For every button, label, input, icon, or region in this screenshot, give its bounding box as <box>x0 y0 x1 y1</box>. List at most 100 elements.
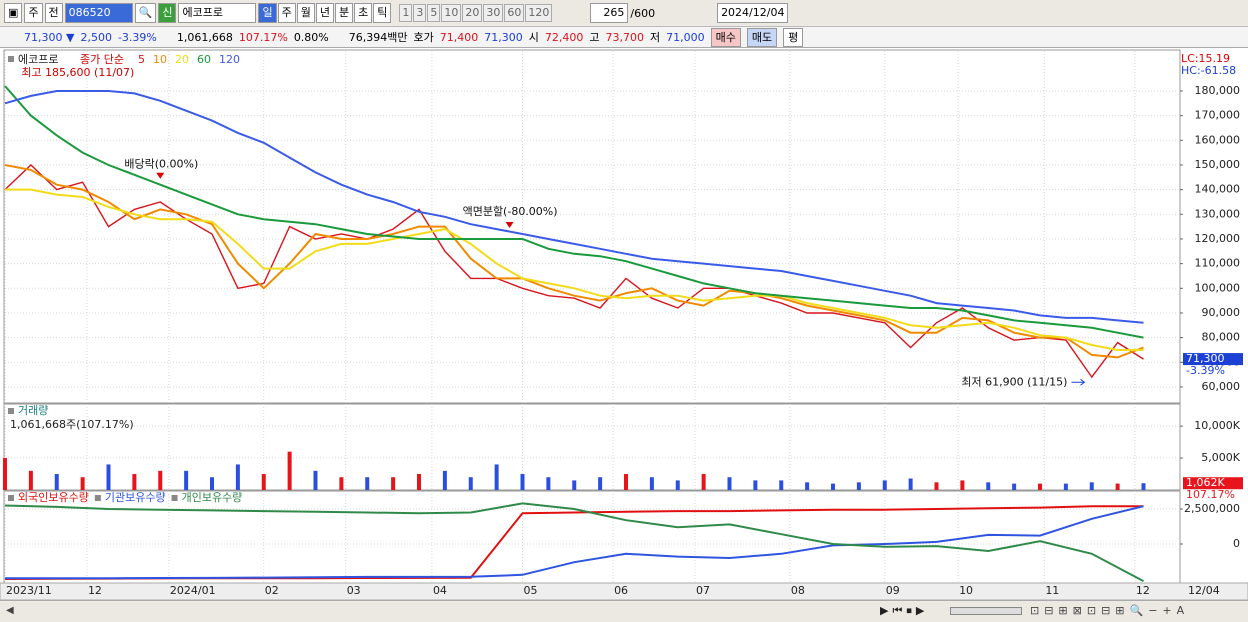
period-button[interactable]: 월 <box>296 3 315 23</box>
volume-bar <box>158 470 163 490</box>
interval-button[interactable]: 30 <box>483 4 504 22</box>
price: 71,300 ▼ <box>24 30 75 44</box>
interval-button[interactable]: 5 <box>427 4 441 22</box>
legend-icon <box>8 408 14 414</box>
y-tick-label: 5,000K <box>1201 451 1240 464</box>
volume-bar <box>649 477 654 490</box>
y-tick-label: 140,000 <box>1195 183 1241 196</box>
volume-bar <box>727 477 732 490</box>
period-button[interactable]: 년 <box>315 3 334 23</box>
event-arrow <box>505 222 514 229</box>
hc-label: HC:-61.58 <box>1181 64 1236 77</box>
volume-bar <box>701 474 706 490</box>
x-tick-label: 06 <box>614 584 628 597</box>
interval-button[interactable]: 1 <box>399 4 413 22</box>
volume-bar <box>28 470 33 490</box>
y-tick-label: 10,000K <box>1194 419 1240 432</box>
legend-title: 종가 단순 <box>80 53 124 66</box>
date[interactable]: 2024/12/04 <box>717 3 789 23</box>
search-icon[interactable]: 🔍 <box>134 3 157 23</box>
ask: 71,400 <box>439 30 479 44</box>
low-label: 저 <box>650 31 661 44</box>
menu-icon[interactable]: ▣ <box>4 3 23 23</box>
interval-button[interactable]: 60 <box>504 4 525 22</box>
code-input[interactable]: 086520 <box>64 3 133 23</box>
volume-bar <box>1141 483 1146 490</box>
low: 71,000 <box>666 30 705 44</box>
x-tick-label: 12 <box>88 584 102 597</box>
series-line <box>4 164 1144 359</box>
last-volume-box <box>1183 477 1243 490</box>
lc-label: LC:15.19 <box>1181 52 1230 65</box>
x-tick-label: 08 <box>791 584 805 597</box>
interval-button[interactable]: 10 <box>441 4 462 22</box>
period-button[interactable]: 분 <box>334 3 354 23</box>
interval-button[interactable]: 3 <box>413 4 427 22</box>
volume-bar <box>391 477 396 490</box>
high: 73,700 <box>605 30 645 44</box>
amount: 76,394백만 <box>348 31 408 44</box>
last-price-box <box>1183 353 1243 366</box>
x-tick-label: 11 <box>1045 584 1059 597</box>
x-end-label: 12/04 <box>1188 584 1220 597</box>
volume-bar <box>287 451 292 490</box>
period-button[interactable]: 주 <box>277 3 296 23</box>
sell-button[interactable]: 매도 <box>746 27 778 47</box>
volume-bar <box>1012 483 1017 490</box>
period-button[interactable]: 초 <box>354 3 373 23</box>
tool-icons[interactable]: ⊡⊟⊞⊠⊡⊟⊞🔍−+A <box>1030 604 1190 617</box>
legend-entry: 외국인보유수량 <box>18 491 89 504</box>
series-line <box>4 502 1144 582</box>
volume-panel <box>3 403 1181 491</box>
legend-icon <box>171 495 178 501</box>
interval-button[interactable]: 120 <box>525 4 553 22</box>
x-tick-label: 2024/01 <box>170 584 216 597</box>
volume-bar <box>546 477 551 490</box>
x-tick-label: 10 <box>959 584 973 597</box>
stock-name: 에코프로 <box>178 3 257 23</box>
interval-button[interactable]: 20 <box>462 4 483 22</box>
last-volume: 1,062K <box>1186 476 1225 489</box>
legend-entry: 60 <box>197 53 211 66</box>
count[interactable]: 265 <box>590 3 629 23</box>
y-tick-label: 130,000 <box>1195 207 1241 220</box>
kind[interactable]: 전 <box>44 3 63 23</box>
open: 72,400 <box>544 30 584 44</box>
y-tick-label: 60,000 <box>1202 380 1241 393</box>
volume-bar <box>339 477 344 490</box>
legend-entry: 20 <box>175 53 189 66</box>
scroll-left[interactable]: ◀ <box>6 605 14 616</box>
avg-button[interactable]: 평 <box>783 27 804 47</box>
volume-bar <box>210 477 214 490</box>
volume-bar <box>779 480 784 490</box>
volume-bar <box>417 474 421 490</box>
nav-buttons[interactable]: ▶⏮⏹▶ <box>880 604 929 617</box>
series-line <box>5 505 1144 580</box>
annotation: 최저 61,900 (11/15) <box>961 375 1067 388</box>
high-label: 고 <box>589 31 600 44</box>
last-volume-ratio: 107.17% <box>1186 488 1235 501</box>
market[interactable]: 주 <box>24 3 43 23</box>
legend-entry: 기관보유수량 <box>105 491 166 504</box>
buy-button[interactable]: 매수 <box>710 27 741 47</box>
legend-entry: 개인보유수량 <box>182 491 243 504</box>
series-line <box>4 85 1144 339</box>
volume-bar <box>908 478 913 490</box>
zoom-slider[interactable] <box>950 607 1022 615</box>
series-line <box>4 164 1144 379</box>
open-label: 시 <box>528 31 539 44</box>
volume: 1,061,668 <box>176 30 233 44</box>
period-button[interactable]: 틱 <box>373 3 392 23</box>
series-line <box>4 90 1144 324</box>
y-tick-label: 0 <box>1233 537 1240 550</box>
volume-bar <box>1115 483 1120 490</box>
x-tick-label: 12 <box>1136 584 1150 597</box>
volume-bar <box>856 482 861 490</box>
legend-icon <box>94 495 101 501</box>
period-button[interactable]: 일 <box>258 3 277 23</box>
y-tick-label: 100,000 <box>1195 281 1241 294</box>
price-panel <box>3 49 1181 404</box>
y-tick-label: 2,500,000 <box>1184 502 1240 515</box>
